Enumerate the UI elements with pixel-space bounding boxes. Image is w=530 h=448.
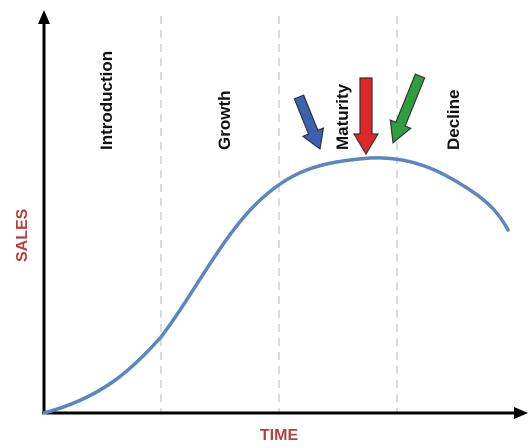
stage-label-decline: Decline <box>444 90 463 150</box>
stage-label-introduction: Introduction <box>97 51 116 150</box>
sales-curve <box>42 156 510 415</box>
stage-label-growth: Growth <box>215 91 234 151</box>
stage-label-maturity: Maturity <box>333 83 352 150</box>
x-axis-title: TIME <box>260 427 299 444</box>
green-arrow-icon <box>389 73 426 144</box>
y-axis-title: SALES <box>14 208 31 262</box>
y-axis-arrowhead <box>38 10 50 24</box>
red-arrow-icon <box>352 77 380 156</box>
x-axis-arrowhead <box>514 407 528 419</box>
blue-arrow-icon <box>293 94 325 150</box>
